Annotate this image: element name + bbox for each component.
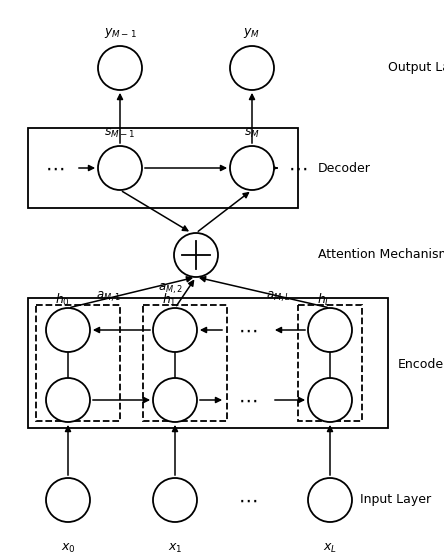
Text: $x_{0}$: $x_{0}$: [61, 542, 75, 555]
Circle shape: [308, 478, 352, 522]
Text: Attention Mechanism: Attention Mechanism: [318, 248, 444, 262]
Circle shape: [174, 233, 218, 277]
Circle shape: [98, 46, 142, 90]
Circle shape: [98, 146, 142, 190]
Text: $s_{M}$: $s_{M}$: [244, 127, 260, 140]
Circle shape: [230, 46, 274, 90]
Bar: [28, 298, 388, 428]
Circle shape: [153, 308, 197, 352]
Bar: [143, 305, 227, 421]
Text: $\cdots$: $\cdots$: [238, 320, 258, 339]
Text: $h_{1}$: $h_{1}$: [162, 292, 177, 308]
Text: $y_{{M-1}}$: $y_{{M-1}}$: [103, 26, 136, 40]
Circle shape: [230, 146, 274, 190]
Text: $h_{L}$: $h_{L}$: [317, 292, 331, 308]
Text: Decoder: Decoder: [318, 161, 371, 175]
Bar: [36, 305, 120, 421]
Text: $\cdots$: $\cdots$: [238, 490, 258, 509]
Circle shape: [46, 308, 90, 352]
Text: $a_{{M,2}}$: $a_{{M,2}}$: [158, 282, 182, 296]
Circle shape: [308, 378, 352, 422]
Text: Output Layer: Output Layer: [388, 61, 444, 75]
Text: Input Layer: Input Layer: [360, 493, 431, 507]
Bar: [298, 305, 362, 421]
Circle shape: [46, 478, 90, 522]
Circle shape: [46, 378, 90, 422]
Text: $s_{{M-1}}$: $s_{{M-1}}$: [104, 127, 136, 140]
Text: $a_{{M,L}}$: $a_{{M,L}}$: [266, 290, 290, 304]
Text: $a_{{M,1}}$: $a_{{M,1}}$: [95, 290, 120, 304]
Text: $h_{0}$: $h_{0}$: [55, 292, 70, 308]
Text: $x_{L}$: $x_{L}$: [323, 542, 337, 555]
Text: $x_{1}$: $x_{1}$: [168, 542, 182, 555]
Text: $y_{M}$: $y_{M}$: [243, 26, 261, 40]
Text: Encoder: Encoder: [398, 358, 444, 372]
Text: $\cdots$: $\cdots$: [238, 391, 258, 410]
Text: $\cdots$: $\cdots$: [45, 158, 65, 177]
Circle shape: [153, 478, 197, 522]
Circle shape: [153, 378, 197, 422]
Bar: [28, 128, 298, 208]
Text: $\cdots$: $\cdots$: [288, 158, 308, 177]
Circle shape: [308, 308, 352, 352]
